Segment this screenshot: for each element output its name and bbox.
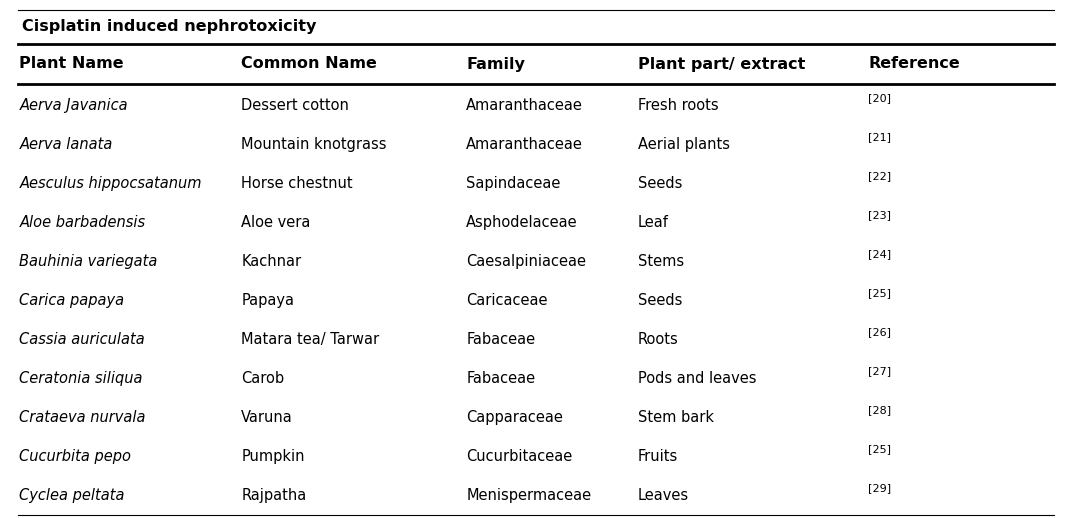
- Text: Caricaceae: Caricaceae: [466, 293, 548, 308]
- Text: [20]: [20]: [868, 93, 891, 104]
- Text: Carica papaya: Carica papaya: [19, 293, 124, 308]
- Text: Menispermaceae: Menispermaceae: [466, 488, 592, 503]
- Text: [24]: [24]: [868, 250, 892, 260]
- Text: Cucurbitaceae: Cucurbitaceae: [466, 449, 572, 464]
- Text: [22]: [22]: [868, 171, 892, 181]
- Text: Family: Family: [466, 56, 525, 71]
- Text: Cucurbita pepo: Cucurbita pepo: [19, 449, 131, 464]
- Text: Fabaceae: Fabaceae: [466, 371, 535, 386]
- Text: Sapindaceae: Sapindaceae: [466, 176, 561, 191]
- Text: Aerial plants: Aerial plants: [638, 137, 730, 152]
- Text: Aerva Javanica: Aerva Javanica: [19, 98, 128, 113]
- Text: Fruits: Fruits: [638, 449, 679, 464]
- Text: Mountain knotgrass: Mountain knotgrass: [241, 137, 387, 152]
- Text: Fresh roots: Fresh roots: [638, 98, 718, 113]
- Text: [27]: [27]: [868, 366, 892, 377]
- Text: Matara tea/ Tarwar: Matara tea/ Tarwar: [241, 332, 379, 347]
- Text: Seeds: Seeds: [638, 176, 682, 191]
- Text: Horse chestnut: Horse chestnut: [241, 176, 353, 191]
- Text: Asphodelaceae: Asphodelaceae: [466, 215, 578, 230]
- Text: [21]: [21]: [868, 133, 891, 142]
- Text: Rajpatha: Rajpatha: [241, 488, 307, 503]
- Text: Aloe vera: Aloe vera: [241, 215, 311, 230]
- Text: Stems: Stems: [638, 254, 684, 269]
- Text: Capparaceae: Capparaceae: [466, 410, 563, 425]
- Text: [25]: [25]: [868, 289, 891, 298]
- Text: Common Name: Common Name: [241, 56, 377, 71]
- Text: Fabaceae: Fabaceae: [466, 332, 535, 347]
- Text: Plant part/ extract: Plant part/ extract: [638, 56, 805, 71]
- Text: [26]: [26]: [868, 327, 891, 338]
- Text: Varuna: Varuna: [241, 410, 293, 425]
- Text: Cyclea peltata: Cyclea peltata: [19, 488, 124, 503]
- Text: [23]: [23]: [868, 210, 891, 221]
- Text: Cisplatin induced nephrotoxicity: Cisplatin induced nephrotoxicity: [23, 19, 316, 34]
- Text: Stem bark: Stem bark: [638, 410, 714, 425]
- Text: Aesculus hippocsatanum: Aesculus hippocsatanum: [19, 176, 202, 191]
- Text: Roots: Roots: [638, 332, 679, 347]
- Text: Bauhinia variegata: Bauhinia variegata: [19, 254, 158, 269]
- Text: Caesalpiniaceae: Caesalpiniaceae: [466, 254, 586, 269]
- Text: [25]: [25]: [868, 444, 891, 454]
- Text: Crataeva nurvala: Crataeva nurvala: [19, 410, 146, 425]
- Text: Pods and leaves: Pods and leaves: [638, 371, 757, 386]
- Text: [29]: [29]: [868, 483, 892, 494]
- Text: Amaranthaceae: Amaranthaceae: [466, 98, 583, 113]
- Text: Cassia auriculata: Cassia auriculata: [19, 332, 145, 347]
- Text: Pumpkin: Pumpkin: [241, 449, 304, 464]
- Text: Leaves: Leaves: [638, 488, 689, 503]
- Text: Ceratonia siliqua: Ceratonia siliqua: [19, 371, 143, 386]
- Text: Kachnar: Kachnar: [241, 254, 301, 269]
- Text: Aloe barbadensis: Aloe barbadensis: [19, 215, 146, 230]
- Text: Leaf: Leaf: [638, 215, 669, 230]
- Text: Papaya: Papaya: [241, 293, 294, 308]
- Text: Reference: Reference: [868, 56, 961, 71]
- Text: Aerva lanata: Aerva lanata: [19, 137, 113, 152]
- Text: Dessert cotton: Dessert cotton: [241, 98, 349, 113]
- Text: Carob: Carob: [241, 371, 284, 386]
- Text: Seeds: Seeds: [638, 293, 682, 308]
- Text: Plant Name: Plant Name: [19, 56, 124, 71]
- Text: Amaranthaceae: Amaranthaceae: [466, 137, 583, 152]
- Text: [28]: [28]: [868, 406, 892, 415]
